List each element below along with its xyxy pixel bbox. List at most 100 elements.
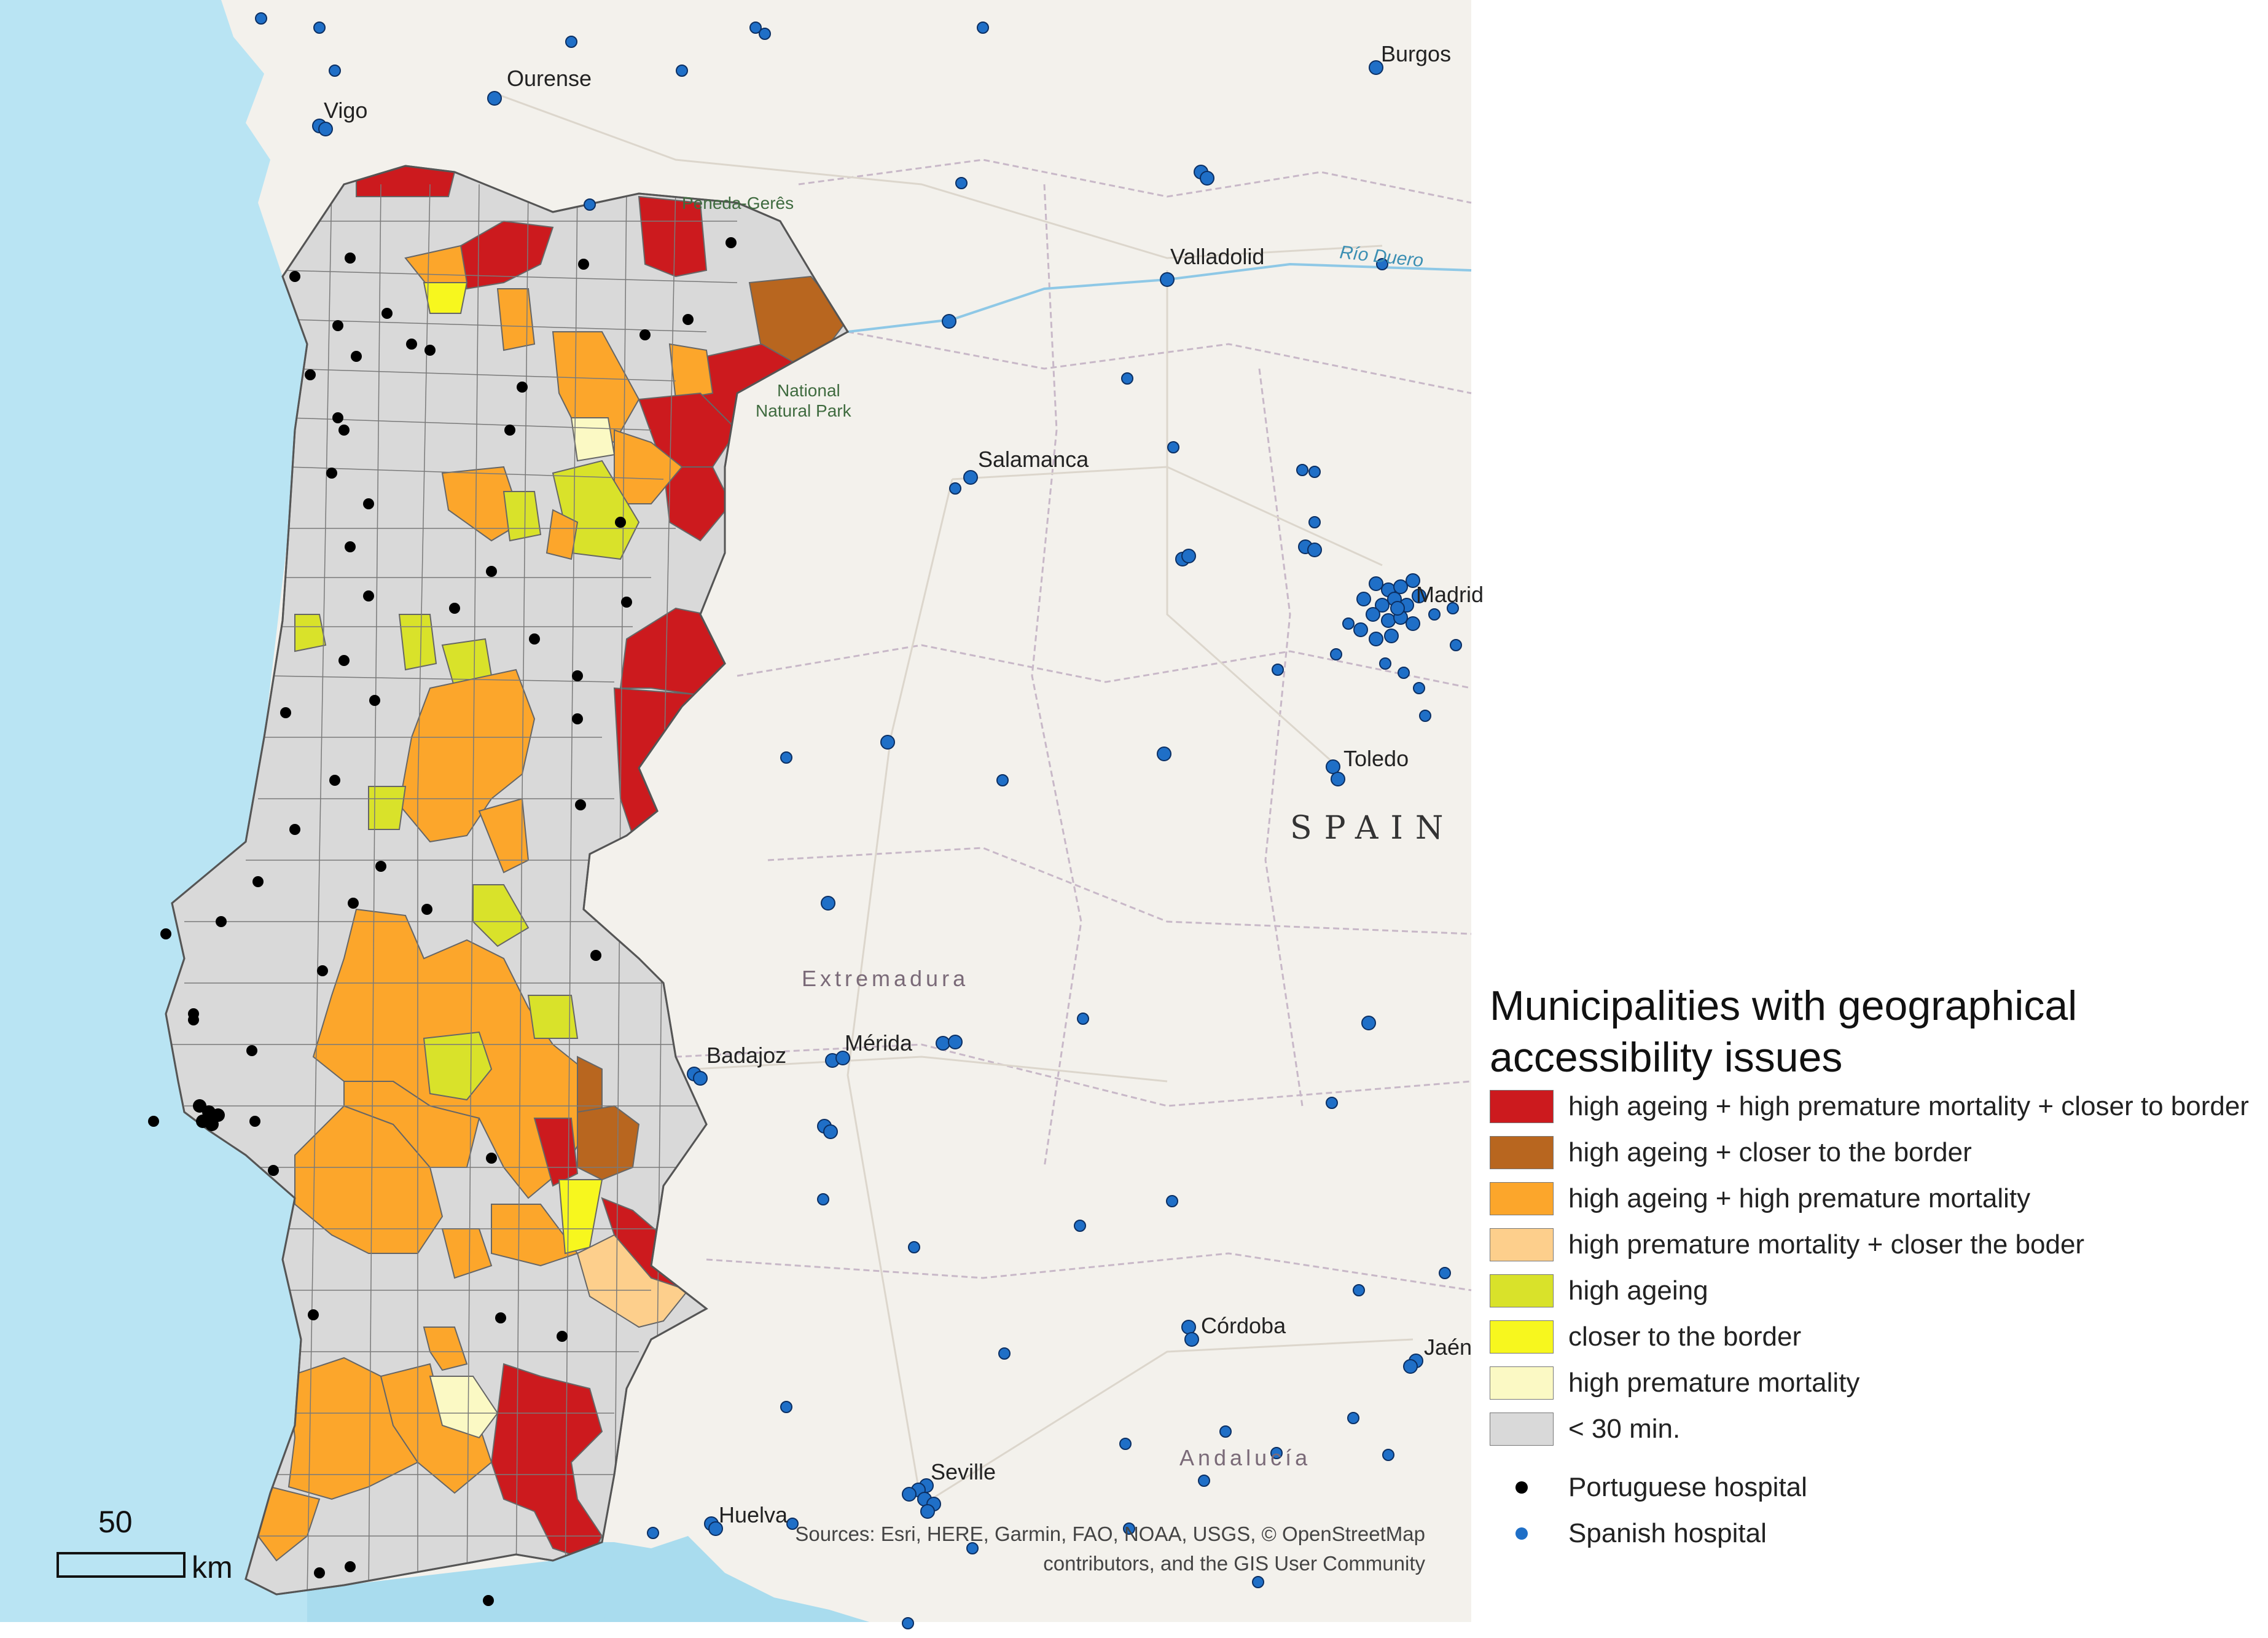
spanish-hospital-marker: [749, 22, 762, 34]
spanish-hospital-marker: [1447, 602, 1459, 614]
spanish-hospital-marker: [1331, 772, 1345, 786]
portuguese-hospital-marker: [205, 1118, 219, 1131]
spanish-hospital-marker: [1252, 1576, 1264, 1588]
spanish-hospital-marker: [1074, 1220, 1086, 1232]
attribution-line-2: contributors, and the GIS User Community: [1043, 1552, 1425, 1575]
legend-item: high ageing + high premature mortality: [1490, 1175, 2264, 1221]
spanish-hospital-marker: [1439, 1267, 1451, 1279]
portuguese-hospital-marker: [317, 965, 328, 976]
label-spain: SPAIN: [1290, 810, 1455, 847]
legend-swatch: [1490, 1089, 1554, 1123]
portuguese-hospital-marker: [246, 1045, 257, 1056]
hospital-marker-icon: [1515, 1527, 1528, 1540]
label-merida: Mérida: [845, 1030, 913, 1056]
portuguese-hospital-marker: [557, 1331, 568, 1342]
label-seville: Seville: [931, 1459, 996, 1484]
label-huelva: Huelva: [719, 1502, 788, 1527]
portuguese-hospital-marker: [252, 876, 264, 887]
portuguese-hospital-marker: [332, 412, 343, 423]
spanish-hospital-marker: [823, 1124, 838, 1139]
spanish-hospital-marker: [584, 198, 596, 211]
legend-hospital-item: Portuguese hospital: [1490, 1464, 2264, 1510]
spanish-hospital-marker: [329, 65, 341, 77]
label-madrid: Madrid: [1416, 582, 1484, 607]
spanish-hospital-marker: [1157, 747, 1171, 761]
spanish-hospital-marker: [1353, 622, 1368, 637]
label-extremadura: Extremadura: [802, 966, 969, 991]
legend-item: high ageing + high premature mortality +…: [1490, 1083, 2264, 1129]
legend-items: high ageing + high premature mortality +…: [1490, 1083, 2264, 1452]
spanish-hospital-marker: [1166, 1195, 1178, 1207]
legend-swatch: [1490, 1366, 1554, 1400]
spanish-hospital-marker: [1419, 710, 1431, 722]
spanish-hospital-marker: [1123, 1522, 1135, 1535]
legend-item-label: closer to the border: [1568, 1321, 1802, 1352]
portuguese-hospital-marker: [682, 314, 694, 325]
portuguese-hospital-marker: [363, 590, 374, 602]
portuguese-hospital-marker: [621, 597, 632, 608]
label-badajoz: Badajoz: [706, 1043, 786, 1068]
legend-item-label: < 30 min.: [1568, 1413, 1681, 1444]
spanish-hospital-marker: [1198, 1475, 1210, 1487]
portuguese-hospital-marker: [615, 517, 626, 528]
portuguese-hospital-marker: [289, 824, 300, 835]
legend-marker-cell: [1490, 1481, 1554, 1494]
portuguese-hospital-marker: [529, 633, 540, 645]
label-valladolid: Valladolid: [1170, 244, 1264, 269]
spanish-hospital-marker: [1413, 682, 1425, 694]
spanish-hospital-marker: [1353, 1284, 1365, 1296]
legend-item-label: high premature mortality + closer the bo…: [1568, 1229, 2085, 1260]
legend-swatch: [1490, 1320, 1554, 1354]
spanish-hospital-marker: [1382, 1449, 1394, 1461]
label-park-line-1: Peneda-Gerês: [682, 194, 794, 213]
legend-item: high premature mortality + closer the bo…: [1490, 1221, 2264, 1268]
spanish-hospital-marker: [835, 1051, 850, 1065]
legend-item: < 30 min.: [1490, 1406, 2264, 1452]
spanish-hospital-marker: [1167, 441, 1179, 453]
spanish-hospital-marker: [1361, 1016, 1376, 1030]
portuguese-hospital-marker: [449, 603, 460, 614]
spanish-hospital-marker: [1160, 272, 1175, 287]
scale-bar-unit: km: [192, 1550, 233, 1585]
spanish-hospital-marker: [955, 177, 968, 189]
legend-swatch: [1490, 1228, 1554, 1261]
gulf-of-cadiz: [602, 1536, 921, 1638]
spanish-hospital-marker: [255, 12, 267, 25]
spanish-hospital-marker: [1184, 1332, 1199, 1347]
spanish-hospital-marker: [1393, 579, 1408, 594]
spanish-hospital-marker: [1398, 667, 1410, 679]
portuguese-hospital-marker: [421, 904, 432, 915]
portuguese-hospital-marker: [424, 345, 436, 356]
spanish-hospitals: [255, 12, 1462, 1629]
legend-background: [1471, 0, 2268, 1638]
legend-item: high ageing + closer to the border: [1490, 1129, 2264, 1175]
portuguese-hospital-marker: [268, 1165, 279, 1176]
spanish-hospital-marker: [1390, 601, 1405, 616]
hospital-marker-icon: [1515, 1481, 1528, 1494]
portuguese-hospital-marker: [406, 339, 417, 350]
portuguese-hospital-marker: [639, 329, 651, 340]
spanish-hospital-marker: [821, 896, 835, 911]
legend-item-label: high ageing + high premature mortality +…: [1568, 1091, 2249, 1121]
portuguese-hospitals: [148, 237, 737, 1606]
spanish-hospital-marker: [1375, 598, 1390, 613]
spanish-hospital-marker: [977, 22, 989, 34]
legend-item-label: high ageing + closer to the border: [1568, 1137, 1972, 1167]
spanish-hospital-marker: [1270, 1447, 1283, 1459]
spanish-hospital-marker: [1119, 1438, 1132, 1450]
portuguese-hospital-marker: [504, 425, 515, 436]
spanish-hospital-marker: [487, 91, 502, 106]
legend-item-label: high ageing + high premature mortality: [1568, 1183, 2031, 1213]
spanish-hospital-marker: [1307, 543, 1322, 557]
portuguese-hospital-marker: [351, 351, 362, 362]
spanish-hospital-marker: [1369, 60, 1383, 75]
legend-item-label: high premature mortality: [1568, 1367, 1860, 1398]
portuguese-hospital-marker: [572, 670, 583, 681]
portuguese-hospital-marker: [188, 1014, 199, 1025]
legend-swatch: [1490, 1135, 1554, 1169]
label-salamanca: Salamanca: [978, 447, 1089, 472]
portuguese-hospital-marker: [338, 425, 350, 436]
scale-bar-value: 50: [98, 1505, 133, 1539]
spanish-hospital-marker: [1296, 464, 1308, 476]
